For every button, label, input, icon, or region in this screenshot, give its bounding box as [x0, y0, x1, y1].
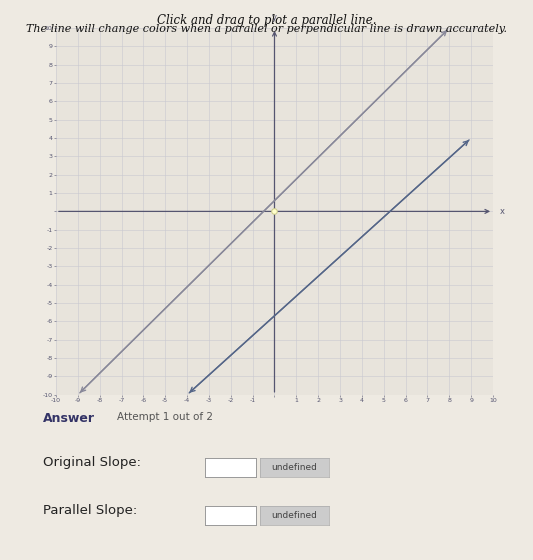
Text: y: y	[272, 13, 277, 22]
Text: Original Slope:: Original Slope:	[43, 456, 141, 469]
Text: The line will change colors when a parallel or perpendicular line is drawn accur: The line will change colors when a paral…	[26, 24, 507, 34]
Text: undefined: undefined	[271, 463, 317, 472]
Text: x: x	[499, 207, 505, 216]
Text: Click and drag to plot a parallel line.: Click and drag to plot a parallel line.	[157, 14, 376, 27]
Text: Attempt 1 out of 2: Attempt 1 out of 2	[117, 412, 213, 422]
Text: undefined: undefined	[271, 511, 317, 520]
Text: Answer: Answer	[43, 412, 95, 424]
Text: Parallel Slope:: Parallel Slope:	[43, 504, 137, 517]
